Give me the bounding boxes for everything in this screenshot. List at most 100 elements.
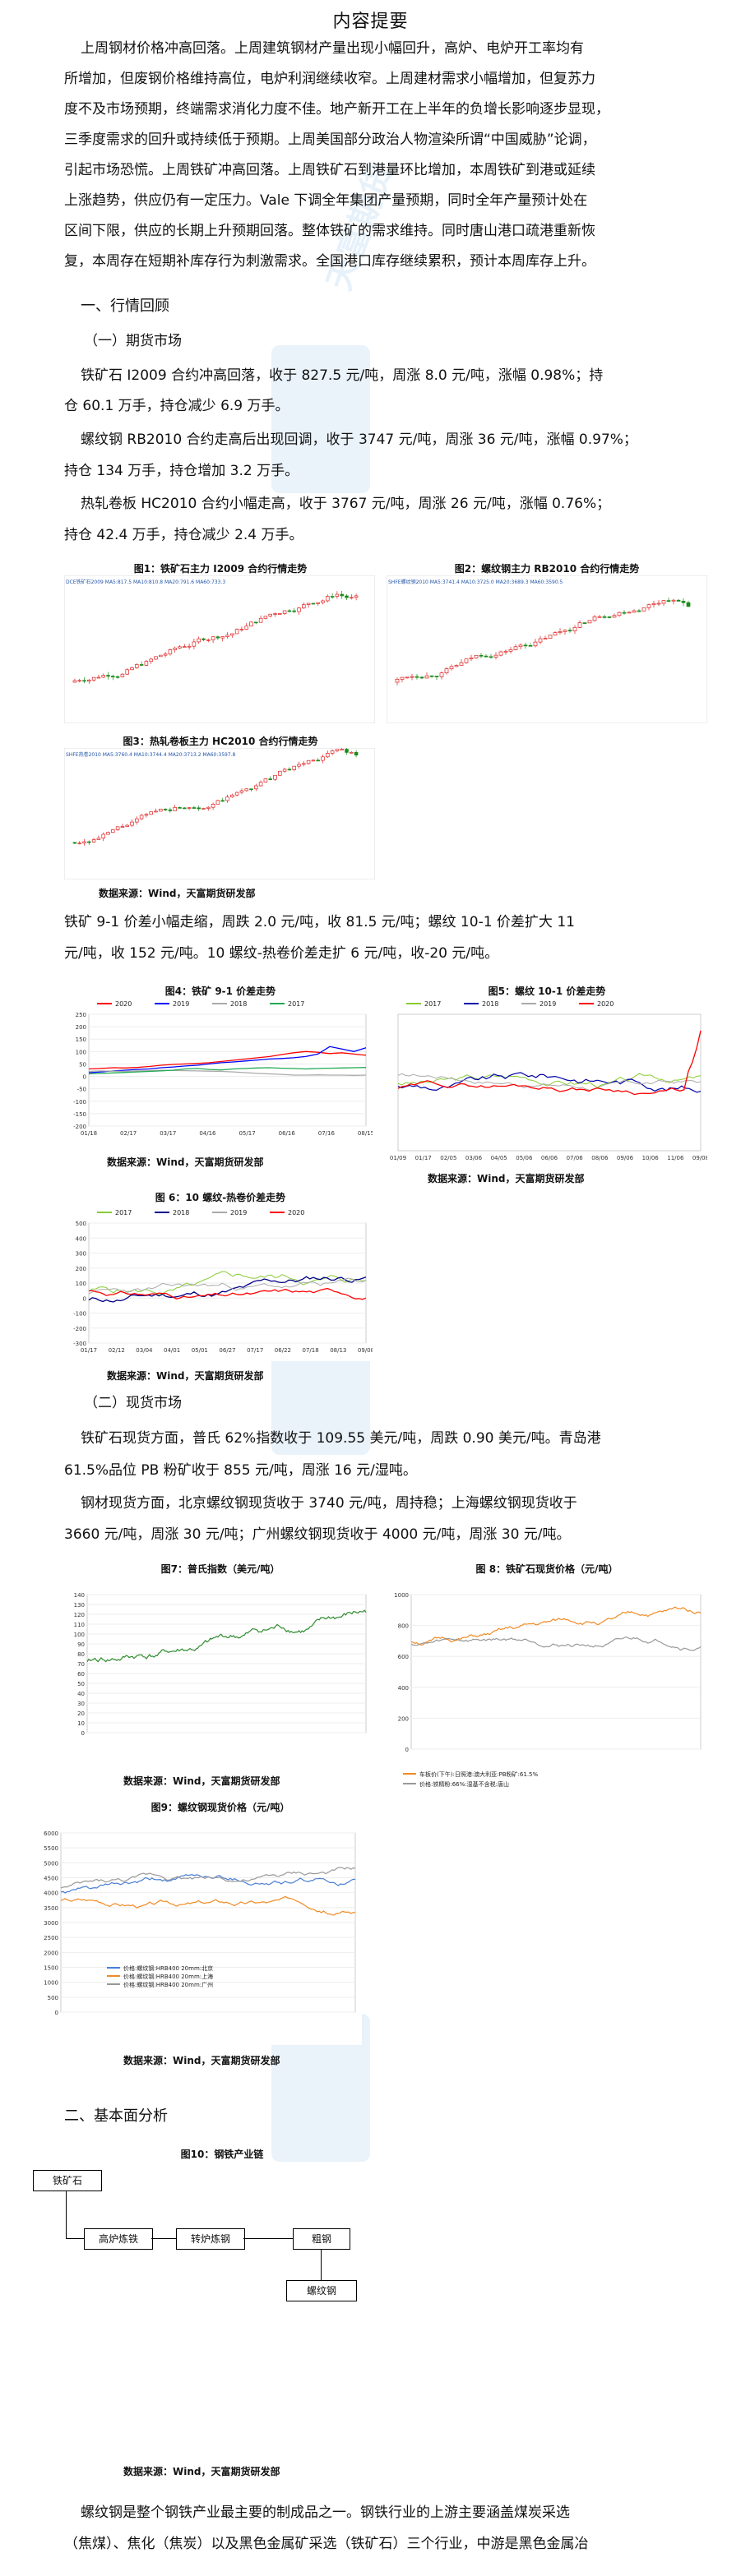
candle-body [115,676,120,678]
y-tick-label: 2500 [44,1935,58,1941]
flow-connector [151,2238,176,2239]
x-tick-label: 02/05 [440,1155,456,1161]
x-tick-label: 11/06 [667,1155,684,1161]
y-tick-label: 20 [77,1710,85,1717]
candle-body [215,636,220,639]
legend-label: 2018 [230,1000,247,1008]
candle-body [273,774,277,780]
candle-body [340,593,344,597]
y-tick-label: 200 [398,1715,409,1722]
candle-body [149,811,153,815]
x-tick-label: 03/04 [136,1347,153,1354]
candle-body [330,596,335,598]
legend-label: 2019 [230,1209,247,1216]
candle-body [149,658,153,662]
candle-body [538,638,543,643]
y-tick-label: 40 [77,1691,85,1697]
candle-body [414,676,419,678]
candle-body [159,808,163,812]
candle-body [287,610,292,612]
candle-body [627,612,632,614]
candle-body [523,644,528,647]
candle-body [115,826,120,830]
candle-body [111,829,115,833]
candle-body [622,612,627,614]
x-tick-label: 07/18 [303,1347,319,1354]
kline-svg: SHFE螺纹钢2010 MA5:3741.4 MA10:3725.0 MA20:… [387,575,707,723]
section-heading: 一、行情回顾 [81,298,169,315]
candle-body [518,644,523,648]
candle-body [192,807,197,809]
x-tick-label: 03/06 [465,1155,483,1161]
x-tick-label: 06/27 [219,1347,235,1354]
closing-line: 螺纹钢是整个钢铁产业最主要的制成品之一。钢铁行业的上游主要涵盖煤炭采选 [81,2504,570,2521]
flow-connector [321,2249,322,2280]
section-heading: 二、基本面分析 [64,2107,168,2125]
candle-body [159,654,163,658]
candle-body [120,826,125,828]
candle-body [297,607,301,612]
candle-body [225,796,229,801]
y-tick-label: 0 [83,1295,86,1302]
x-tick-label: 06/16 [279,1130,296,1137]
candle-body [258,617,263,623]
candle-body [508,649,513,652]
series-line [397,1073,702,1091]
candle-body [135,818,139,823]
candles [72,590,359,685]
figure-caption: 图 8：铁矿石现货价格（元/吨） [475,1563,618,1575]
spot-line: 铁矿石现货方面，普氏 62%指数收于 109.55 美元/吨，周跌 0.90 美… [81,1430,601,1447]
candle-body [87,679,91,682]
candle-body [239,629,244,630]
candle-body [258,782,263,787]
candle-body [130,821,134,826]
legend-label: 2018 [482,1000,498,1008]
series-line [88,1277,367,1295]
data-source: 数据来源：Wind，天富期货研发部 [123,2466,280,2477]
data-source: 数据来源：Wind，天富期货研发部 [123,1775,280,1787]
candle-body [244,788,248,792]
y-tick-label: 1500 [44,1965,58,1972]
y-tick-label: 70 [77,1661,85,1668]
x-tick-label: 07/17 [247,1347,263,1354]
candle-body [340,749,344,750]
futures-line: 持仓 134 万手，持仓增加 3.2 万手。 [64,463,299,479]
y-tick-label: 50 [77,1681,85,1687]
kline-chart-fig3: SHFE热卷2010 MA5:3760.4 MA10:3744.4 MA20:3… [64,748,375,879]
candle-body [350,751,354,754]
candle-body [354,751,359,756]
data-source: 数据来源：Wind，天富期货研发部 [107,1156,264,1168]
x-tick-label: 09/08 [692,1155,707,1161]
y-tick-label: 140 [74,1592,85,1599]
candle-body [632,610,637,613]
candle-body [206,806,211,809]
figure-caption: 图5：螺纹 10-1 价差走势 [488,986,606,997]
y-tick-label: 10 [77,1720,85,1727]
candle-body [592,616,597,621]
candle-body [602,616,607,618]
data-source: 数据来源：Wind，天富期货研发部 [107,1370,264,1382]
candle-body [192,641,197,647]
candle-body [597,616,602,618]
kline-svg: DCE铁矿石2009 MA5:817.5 MA10:810.8 MA20:791… [64,575,375,723]
candle-body [297,764,301,767]
x-tick-label: 04/16 [199,1130,216,1137]
line-chart-fig9: 6000 5500 5000 4500 4000 3500 3000 2500 2000 1500… [33,1815,362,2045]
kline-header: SHFE热卷2010 MA5:3760.4 MA10:3744.4 MA20:3… [66,751,236,758]
candle-body [459,662,464,666]
candle-body [292,610,296,612]
candle-body [168,649,173,655]
y-tick-label: 6000 [44,1830,58,1837]
y-tick-label: 5500 [44,1845,58,1852]
candle-body [354,595,359,598]
candle-body [239,790,244,793]
kline-chart-fig2: SHFE螺纹钢2010 MA5:3741.4 MA10:3725.0 MA20:… [387,575,707,723]
candle-body [681,601,686,603]
y-tick-label: 110 [74,1622,85,1628]
plot-frame [397,1013,702,1152]
y-tick-label: 60 [77,1671,85,1678]
legend-label: 2019 [173,1000,189,1008]
candle-body [215,800,220,805]
candle-body [503,650,508,653]
